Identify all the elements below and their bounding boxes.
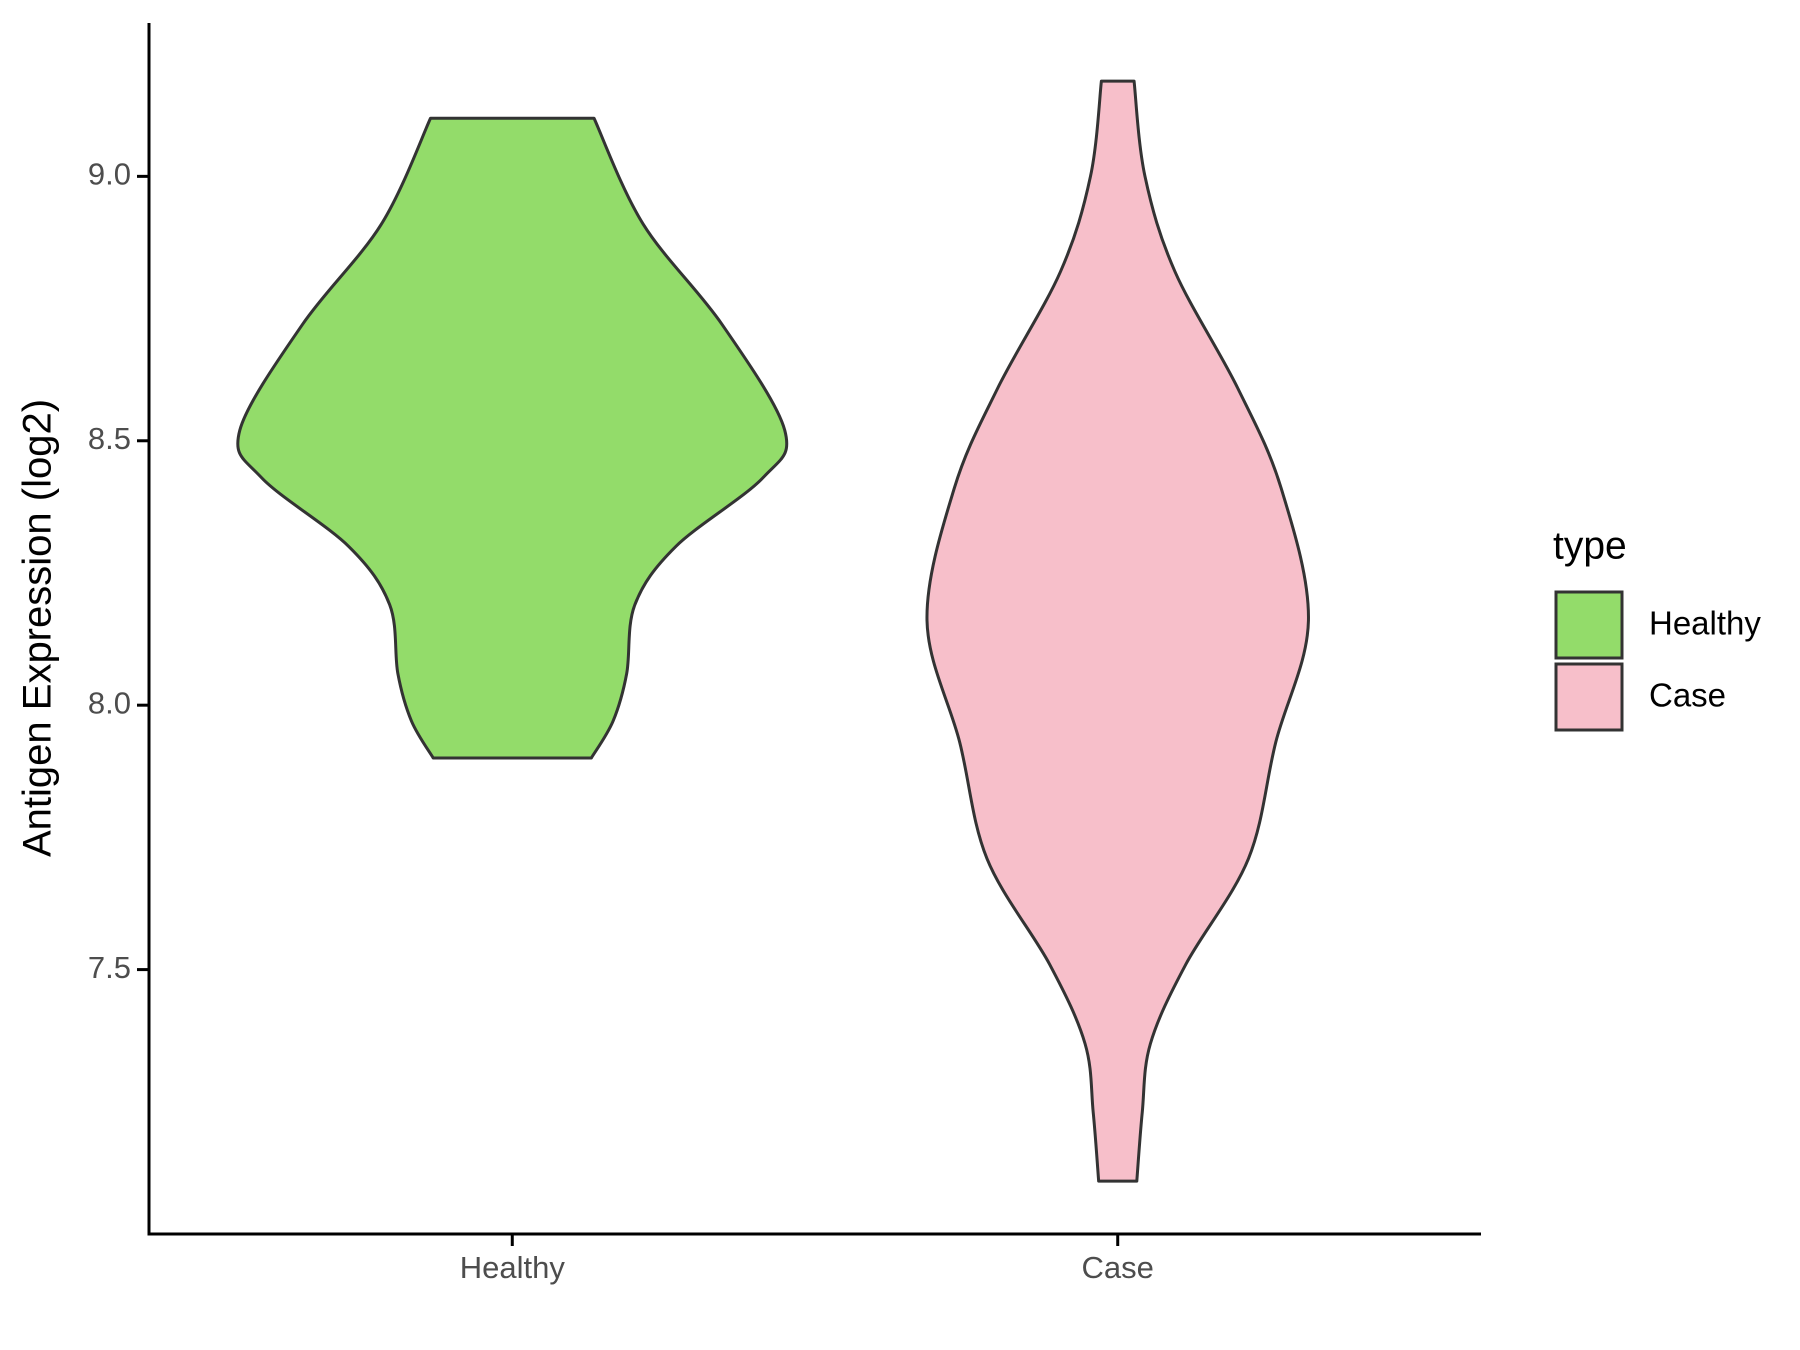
legend-label: Case bbox=[1649, 677, 1726, 714]
violin bbox=[925, 79, 1310, 1183]
y-tick-label: 8.5 bbox=[88, 421, 131, 456]
x-tick-label: Case bbox=[1082, 1250, 1154, 1285]
legend-title: type bbox=[1553, 524, 1627, 567]
legend-key bbox=[1554, 590, 1624, 660]
y-axis-title: Antigen Expression (log2) bbox=[16, 399, 60, 857]
y-tick-label: 7.5 bbox=[88, 950, 131, 985]
violin bbox=[236, 116, 789, 760]
y-tick-label: 8.0 bbox=[88, 685, 131, 720]
legend-key bbox=[1554, 662, 1624, 732]
x-tick-label: Healthy bbox=[460, 1250, 566, 1285]
legend-label: Healthy bbox=[1649, 605, 1761, 642]
y-tick-label: 9.0 bbox=[88, 157, 131, 192]
